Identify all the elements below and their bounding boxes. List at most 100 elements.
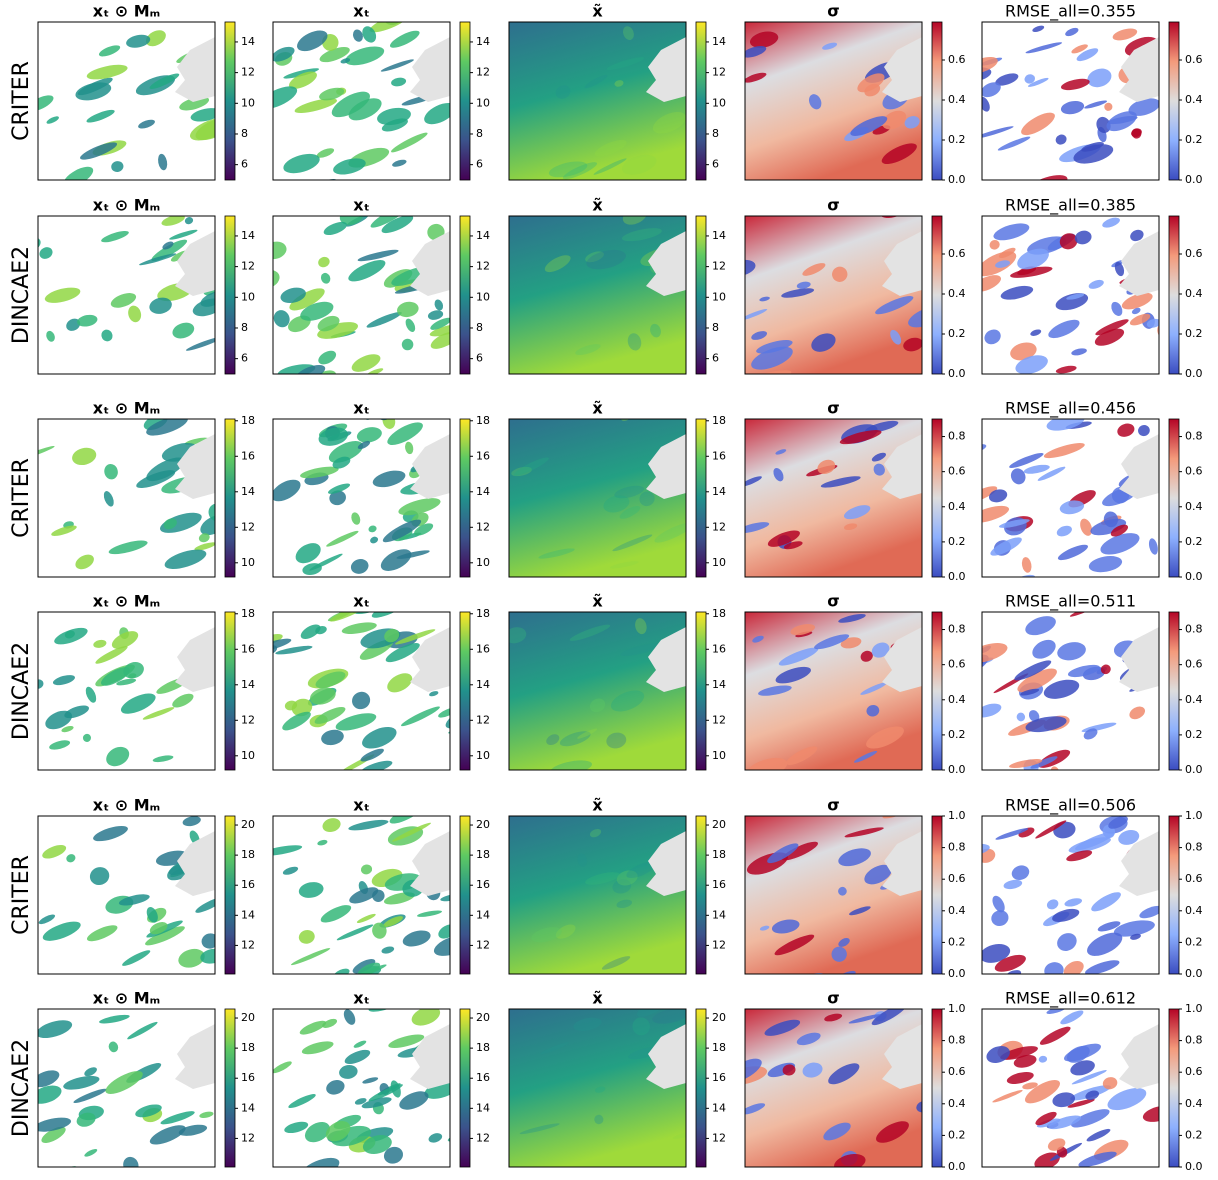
- map-patch: [622, 154, 657, 175]
- colorbar-tick-label: 14: [712, 1101, 726, 1114]
- map-patch: [185, 336, 215, 351]
- map-patch: [1046, 1009, 1067, 1014]
- map-patch: [632, 1017, 651, 1036]
- map-patch: [361, 1097, 392, 1109]
- map-content: [982, 216, 1159, 374]
- map-patch: [840, 637, 862, 649]
- colorbar-tick-label: 12: [241, 260, 255, 273]
- map-patch: [606, 732, 627, 749]
- map-patch: [1057, 933, 1077, 951]
- colorbar: [695, 1008, 707, 1168]
- colorbar-tick-label: 0.0: [948, 367, 966, 380]
- map-patch: [315, 671, 346, 689]
- map-patch: [1005, 970, 1022, 974]
- map-patch: [138, 119, 155, 129]
- map-panel: [744, 1008, 923, 1168]
- map-patch: [105, 1071, 143, 1094]
- map-patch: [393, 3, 427, 22]
- map-patch: [621, 419, 631, 422]
- map-patch: [982, 944, 1011, 963]
- map-patch: [1087, 68, 1112, 88]
- map-frame: [508, 21, 687, 181]
- colorbar-tick-label: 16: [476, 449, 490, 462]
- land: [410, 1024, 450, 1089]
- map-patch: [1064, 898, 1083, 907]
- map-frame: [37, 611, 216, 771]
- map-patch: [1047, 1138, 1066, 1151]
- map-patch: [126, 34, 151, 48]
- map-patch: [1003, 879, 1023, 890]
- colorbar-tick-label: 0.0: [1185, 367, 1203, 380]
- map-patch: [77, 314, 98, 327]
- map-patch: [328, 441, 364, 463]
- map-patch: [273, 845, 303, 856]
- map-patch: [184, 216, 194, 225]
- panel-title: RMSE_all=0.355: [1005, 2, 1136, 22]
- map-field: [509, 816, 686, 974]
- land: [175, 831, 215, 896]
- map-patch: [654, 522, 686, 543]
- map-patch: [544, 255, 571, 273]
- map-patch: [328, 483, 351, 494]
- map-patch: [64, 705, 89, 719]
- map-panel: [37, 215, 216, 375]
- row-label: DINCAE2: [9, 246, 34, 344]
- colorbar-tick-label: 0.6: [1185, 872, 1203, 885]
- map-patch: [38, 1020, 73, 1039]
- map-patch: [146, 907, 158, 923]
- map-frame: [508, 215, 687, 375]
- map-panel: [744, 215, 923, 375]
- map-patch: [402, 930, 431, 947]
- panel-title: σ: [827, 2, 839, 21]
- map-patch: [178, 1124, 208, 1136]
- map-patch: [169, 229, 198, 240]
- map-patch: [39, 247, 53, 259]
- map-patch: [390, 132, 428, 153]
- colorbar-tick-label: 12: [712, 1131, 726, 1144]
- panel-title: x̃: [592, 399, 603, 418]
- map-frame: [981, 815, 1160, 975]
- map-patch: [351, 354, 381, 372]
- map-patch: [982, 275, 1002, 292]
- map-patch: [172, 693, 194, 708]
- map-patch: [344, 1049, 371, 1064]
- map-patch: [636, 1009, 670, 1017]
- map-content: [38, 1009, 215, 1167]
- map-patch: [1014, 660, 1052, 681]
- map-patch: [179, 96, 210, 111]
- map-patch: [1057, 544, 1089, 561]
- map-patch: [798, 972, 830, 995]
- map-patch: [786, 746, 818, 765]
- map-patch: [771, 919, 800, 934]
- map-patch: [1059, 500, 1085, 515]
- panel-title: RMSE_all=0.612: [1005, 989, 1136, 1009]
- colorbar-tick-label: 10: [476, 556, 490, 569]
- map-patch: [430, 331, 450, 349]
- map-patch: [273, 46, 295, 62]
- colorbar-tick-label: 0.4: [948, 1097, 966, 1110]
- colorbar-tick-label: 18: [712, 607, 726, 620]
- map-patch: [108, 540, 148, 555]
- colorbar-tick-label: 10: [712, 96, 726, 109]
- map-patch: [428, 1133, 443, 1143]
- colorbar-tick-label: 0.0: [948, 570, 966, 583]
- map-patch: [372, 889, 385, 902]
- map-patch: [839, 430, 882, 445]
- map-patch: [1013, 1054, 1037, 1068]
- colorbar: [931, 418, 943, 578]
- colorbar-tick-label: 14: [712, 485, 726, 498]
- map-patch: [995, 260, 1011, 268]
- map-patch: [201, 933, 215, 949]
- colorbar: [695, 215, 707, 375]
- map-patch: [589, 828, 602, 838]
- colorbar-tick-label: 12: [712, 260, 726, 273]
- map-patch: [745, 1103, 766, 1115]
- colorbar-tick-label: 8: [712, 321, 719, 334]
- map-patch: [1060, 100, 1085, 115]
- map-patch: [614, 80, 624, 87]
- colorbar-tick-label: 0.2: [948, 535, 966, 548]
- colorbar-tick-label: 0.6: [1185, 53, 1203, 66]
- map-patch: [273, 645, 278, 655]
- colorbar-tick-label: 12: [712, 713, 726, 726]
- map-patch: [1010, 266, 1053, 278]
